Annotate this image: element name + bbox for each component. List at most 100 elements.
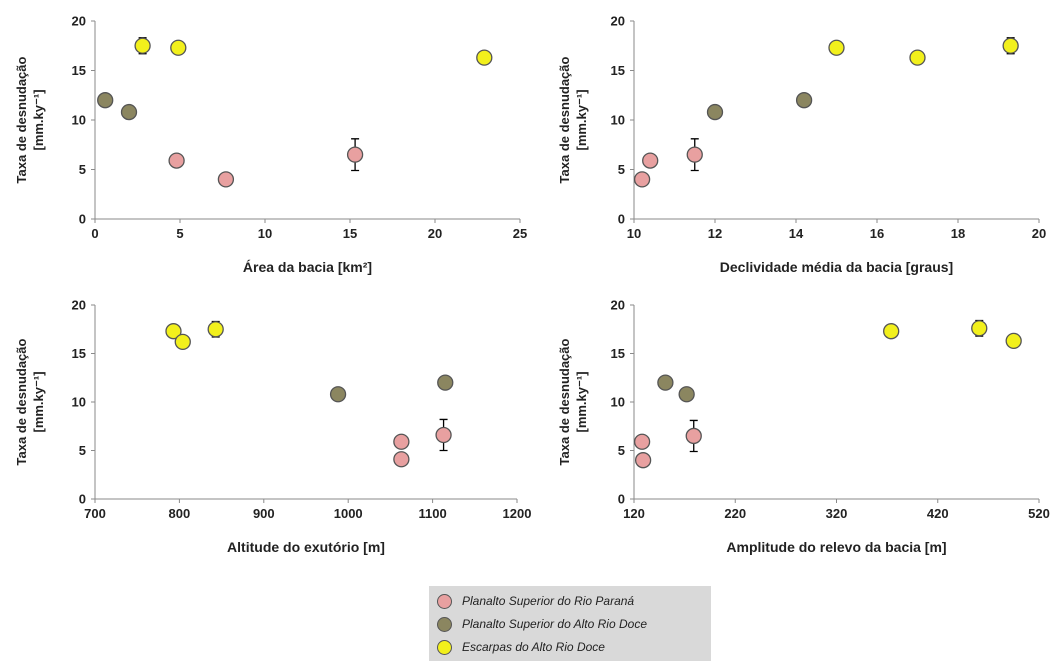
data-point [971,320,988,337]
data-point [678,386,695,403]
y-tick-label: 10 [611,113,625,128]
x-tick-label: 5 [176,226,183,241]
x-tick-label: 900 [253,506,275,521]
y-tick-label: 20 [72,14,86,29]
chart-amplitude: 0 5 10 15 20 120 220 320 420 520 Amplitude do rele… [557,298,1050,556]
data-point [435,426,452,444]
series-escarpas [828,37,1019,66]
series-parana [633,419,702,469]
y-axis-label-line: [mm.ky⁻¹] [574,371,589,432]
legend-marker-escarpas [437,639,452,655]
data-point [168,152,185,169]
x-tick-label: 420 [927,506,949,521]
data-point [97,92,114,109]
y-axis-label-line: [mm.ky⁻¹] [31,371,46,432]
data-point [883,323,900,340]
y-tick-label: 0 [618,492,625,507]
data-point [633,433,651,450]
data-point [634,452,652,469]
x-axis-label: Amplitude do relevo da bacia [m] [726,539,946,555]
data-point [685,427,702,445]
data-point [795,92,813,109]
y-tick-label: 5 [618,162,625,177]
x-tick-label: 10 [258,226,272,241]
y-tick-label: 15 [611,63,625,78]
x-axis-label: Área da bacia [km²] [243,259,372,275]
y-tick-label: 10 [72,113,86,128]
y-tick-label: 15 [72,63,86,78]
data-point [686,146,703,163]
y-axis-label-line: Taxa de desnudação [557,56,572,183]
x-tick-label: 0 [91,226,98,241]
x-tick-label: 25 [513,226,527,241]
data-point [828,39,845,56]
series-parana [633,138,703,188]
chart-area: 0 5 10 15 20 0 5 10 15 20 25 Área da bacia [km²] Tax… [14,14,527,276]
legend-marker-parana [437,593,452,609]
data-point [437,374,454,391]
data-point [393,451,410,468]
data-point [642,152,659,169]
legend-item-planalto-doce: Planalto Superior do Alto Rio Doce [437,614,647,634]
legend-label-parana: Planalto Superior do Rio Paraná [462,594,635,608]
y-tick-label: 10 [611,395,625,410]
series-escarpas [165,320,224,351]
legend-item-escarpas: Escarpas do Alto Rio Doce [437,637,605,657]
y-axis-label: Taxa de desnudação [mm.ky⁻¹] [14,56,46,183]
x-tick-label: 20 [428,226,442,241]
data-point [657,374,674,391]
y-axis-label-line: [mm.ky⁻¹] [574,89,589,150]
y-tick-label: 0 [79,212,86,227]
y-axis-label-line: Taxa de desnudação [14,56,29,183]
series-escarpas [883,319,1022,350]
legend-marker-planalto-doce [437,616,452,632]
data-point [393,433,410,450]
y-tick-label: 0 [618,212,625,227]
series-escarpas [134,37,493,66]
y-axis-label-line: [mm.ky⁻¹] [31,89,46,150]
x-tick-label: 800 [169,506,191,521]
data-point [207,321,224,338]
data-point [1002,37,1019,54]
data-point [329,386,347,403]
y-axis-label: Taxa de desnudação [mm.ky⁻¹] [14,338,46,465]
series-parana [393,418,452,468]
y-tick-label: 10 [72,395,86,410]
y-tick-label: 20 [72,298,86,313]
y-tick-label: 5 [618,443,625,458]
x-tick-label: 18 [951,226,965,241]
data-point [174,333,191,351]
data-point [134,37,151,54]
x-tick-label: 20 [1032,226,1046,241]
legend: Planalto Superior do Rio Paraná Planalto… [429,586,711,661]
x-tick-label: 12 [708,226,722,241]
x-tick-label: 220 [724,506,746,521]
y-tick-label: 20 [611,298,625,313]
legend-label-planalto-doce: Planalto Superior do Alto Rio Doce [462,617,647,631]
y-tick-label: 15 [72,346,86,361]
x-axis-label: Declividade média da bacia [graus] [720,259,953,275]
x-tick-label: 120 [623,506,645,521]
data-point [476,49,493,66]
series-planalto-doce [97,92,138,121]
series-planalto-doce [329,374,454,403]
series-planalto-doce [706,92,813,121]
data-point [346,146,364,163]
legend-item-parana: Planalto Superior do Rio Paraná [437,591,634,611]
y-tick-label: 15 [611,346,625,361]
y-tick-label: 5 [79,162,86,177]
data-point [909,49,926,66]
data-point [1005,332,1022,350]
y-axis-label-line: Taxa de desnudação [14,338,29,465]
data-point [706,103,724,121]
x-tick-label: 1100 [418,506,446,521]
x-tick-label: 1000 [334,506,363,521]
chart-declividade: 0 5 10 15 20 10 12 14 16 18 20 Declividade média da… [557,14,1046,276]
y-tick-label: 20 [611,14,625,29]
y-axis-label: Taxa de desnudação [mm.ky⁻¹] [557,56,589,183]
x-axis-label: Altitude do exutório [m] [227,539,385,555]
x-tick-label: 10 [627,226,641,241]
data-point [165,323,182,340]
series-planalto-doce [657,374,695,403]
